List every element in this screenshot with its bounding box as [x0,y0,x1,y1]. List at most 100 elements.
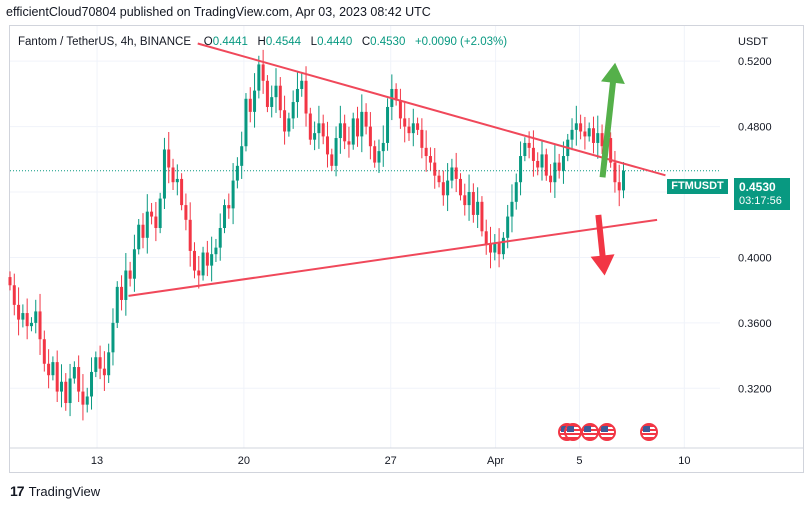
candle-body [197,270,201,276]
candle-body [274,85,278,98]
candle-body [501,237,505,255]
candle-body [523,142,527,157]
close-label: C [361,36,371,48]
bar-countdown: 03:17:56 [739,195,782,207]
candle-body [514,182,518,202]
trendline [197,42,666,177]
candle-body [300,80,304,89]
candle-body [544,154,548,176]
candle-body [364,111,368,127]
ticker-badge: FTMUSDT [667,179,728,194]
candle-body [141,224,145,238]
candle-body [283,110,287,132]
candle-body [579,123,583,132]
candle-body [471,192,475,215]
candle-body [201,252,205,276]
candle-body [227,205,231,209]
candle-body [287,118,291,132]
candle-body [446,180,450,196]
candle-body [167,149,171,168]
publisher-line: efficientCloud70804 published on Trading… [6,5,431,19]
arrow-down-icon [590,214,615,276]
candle-body [403,118,407,127]
candle-body [527,142,531,148]
arrow-up-icon [599,62,625,178]
candle-body [304,80,308,114]
candle-body [506,216,510,238]
candle-body [12,285,16,305]
candle-body [180,178,184,206]
candle-body [450,167,454,181]
candle-body [360,111,364,137]
candle-body [248,98,252,112]
candle-body [17,304,21,320]
us-flag-icon[interactable] [597,423,616,441]
y-tick-label: 0.5200 [738,56,772,68]
candle-body [64,381,68,404]
candle-body [347,141,351,145]
candle-body [570,129,574,140]
candle-body [553,162,557,183]
candle-body [463,195,467,206]
candle-body [356,118,360,137]
candles [8,49,626,421]
candle-body [373,146,377,163]
candle-body [295,88,299,103]
trendline [128,218,658,297]
candle-body [47,363,51,376]
candle-body [34,311,38,323]
candle-body [416,123,420,130]
candle-body [454,167,458,179]
chart-frame [9,25,804,473]
candle-body [540,154,544,168]
candle-body [145,211,149,238]
candle-body [484,231,488,245]
candle-body [25,313,29,327]
y-tick-label: 0.3600 [738,318,772,330]
candle-body [158,198,162,229]
candle-body [489,244,493,253]
candle-body [600,133,604,147]
candle-body [381,142,385,152]
x-tick-label: Apr [487,455,504,467]
candle-body [557,162,561,171]
brand-name: TradingView [28,483,101,499]
candle-body [51,362,55,376]
candle-body [510,201,514,217]
trendlines [128,42,666,297]
candle-body [115,286,119,323]
candle-body [171,167,175,183]
candle-body [244,98,248,147]
forecast-arrows [590,62,625,276]
candle-body [338,123,342,139]
candle-body [253,90,257,112]
open-label: O [203,36,213,48]
candle-body [308,113,312,140]
candle-body [613,162,617,183]
us-flag-icon[interactable] [580,423,599,441]
candle-body [531,147,535,161]
candle-body [368,126,372,147]
candle-body [321,123,325,137]
candle-body [334,138,338,166]
close-value: 0.4530 [370,36,406,48]
symbol-name[interactable]: Fantom / TetherUS, 4h, BINANCE [18,36,191,48]
candle-body [162,149,166,199]
axis-currency: USDT [738,36,768,48]
us-flag-icon[interactable] [639,423,658,441]
candle-body [617,182,621,191]
tradingview-footer[interactable]: 17 TradingView [10,483,100,499]
x-axis-labels: 13 20 27 Apr 5 10 [91,455,691,467]
candle-body [493,242,497,253]
candle-body [407,126,411,134]
candle-body [596,133,600,143]
candle-body [428,156,432,163]
high-value: 0.4544 [265,36,302,48]
candle-body [29,322,33,327]
candle-body [330,154,334,166]
candle-body [591,128,595,143]
candle-body [94,357,98,372]
candle-body [21,313,25,320]
x-tick-label: 10 [678,455,690,467]
